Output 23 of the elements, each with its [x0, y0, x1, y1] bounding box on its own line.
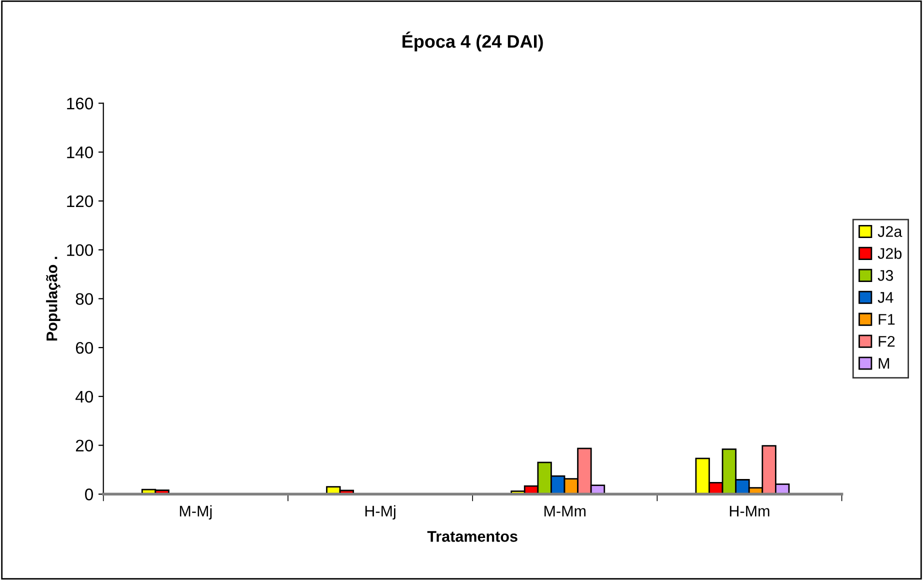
y-tick-label: 100: [67, 244, 94, 256]
y-tick-label: 20: [76, 440, 94, 452]
y-tick-label: 0: [85, 488, 94, 500]
legend-label: J4: [878, 292, 894, 303]
y-tick-label: 120: [67, 195, 94, 208]
legend-label: J3: [878, 270, 894, 281]
y-tick-label: 80: [76, 293, 94, 305]
y-tick-label: 60: [76, 342, 94, 354]
x-tick-label: M-Mj: [180, 505, 212, 520]
legend-label: J2b: [878, 248, 902, 259]
legend-label: J2a: [878, 226, 902, 237]
legend-label: F1: [878, 314, 895, 325]
x-axis-title: Tratamentos: [427, 531, 518, 542]
x-tick-label: M-Mm: [544, 506, 586, 516]
chart-title: Época 4 (24 DAI): [402, 32, 543, 52]
y-tick-label: 160: [67, 98, 94, 110]
legend-label: M: [878, 358, 890, 369]
x-tick-label: H-Mj: [365, 505, 396, 520]
legend-label: F2: [878, 336, 895, 347]
y-tick-label: 40: [76, 390, 94, 403]
x-tick-label: H-Mm: [730, 506, 770, 516]
y-tick-label: 140: [67, 146, 94, 158]
y-axis-title: População .: [46, 256, 60, 341]
